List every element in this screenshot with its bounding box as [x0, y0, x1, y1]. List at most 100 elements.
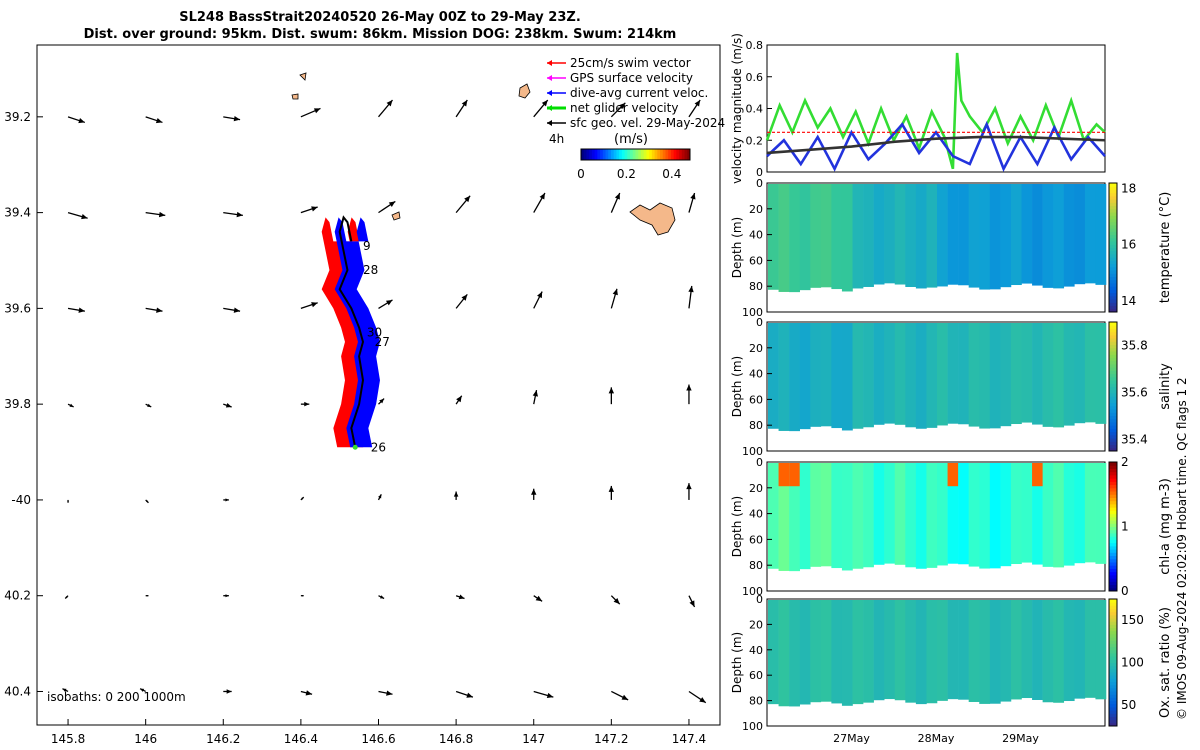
heatmap-cell	[1000, 184, 1012, 288]
colorbar-swatch	[676, 149, 680, 160]
heatmap-y-tick-label: 100	[742, 306, 763, 319]
legend-arrowhead	[547, 75, 552, 81]
heatmap-cell	[905, 323, 917, 428]
heatmap-colorbar-swatch	[1109, 360, 1117, 365]
geo-vector-arrow	[145, 594, 149, 597]
heatmap-colorbar-swatch	[1109, 584, 1117, 589]
geo-vector-arrow	[686, 483, 692, 500]
heatmap-cell	[1053, 323, 1065, 428]
geo-vector-head	[688, 285, 694, 293]
heatmap-cell	[1063, 463, 1075, 566]
heatmap-colorbar-swatch	[1109, 344, 1117, 349]
heatmap-colorbar-swatch	[1109, 270, 1117, 274]
colorbar-swatch	[687, 149, 691, 160]
heatmap-cell	[884, 600, 896, 700]
colorbar-swatch	[619, 149, 623, 160]
geo-vector-head	[302, 594, 304, 597]
geo-vector-head	[456, 395, 462, 403]
geo-vector-head	[619, 102, 626, 109]
geo-vector-arrow	[455, 293, 468, 309]
heatmap-colorbar-swatch	[1109, 462, 1117, 466]
legend-arrowhead	[547, 60, 552, 66]
colorbar-swatch	[681, 149, 686, 160]
heatmap-cell	[841, 600, 853, 706]
heatmap-colorbar-swatch	[1109, 568, 1117, 573]
chla-bloom-patch	[947, 463, 961, 487]
heatmap-cell	[1095, 184, 1107, 285]
heatmap-cell	[968, 184, 980, 288]
heatmap-colorbar-swatch	[1109, 224, 1117, 229]
geo-vector-head	[613, 597, 620, 605]
heatmap-colorbar-swatch	[1109, 687, 1117, 692]
heatmap-colorbar-swatch	[1109, 624, 1117, 629]
geo-vector-head	[608, 387, 615, 394]
map-y-tick-label: 40.4	[4, 684, 31, 698]
heatmap-colorbar-swatch	[1109, 500, 1117, 505]
colorbar-swatch	[660, 149, 664, 160]
heatmap-colorbar-swatch	[1109, 441, 1117, 446]
heatmap-cell	[979, 323, 991, 429]
track-day-label: 9	[363, 239, 371, 253]
heatmap-colorbar-swatch	[1109, 195, 1117, 200]
colorbar-swatch	[646, 149, 650, 160]
geo-vector-head	[311, 206, 318, 212]
colorbar-swatch	[616, 149, 620, 160]
colorbar-swatch	[586, 149, 590, 160]
geo-vector-head	[461, 100, 468, 107]
heatmap-cell	[947, 463, 959, 564]
heatmap-cell	[1084, 323, 1096, 423]
heatmap-y-tick-label: 20	[749, 482, 763, 495]
heatmap-colorbar-swatch	[1109, 231, 1117, 236]
heatmap-colorbar-swatch	[1109, 431, 1117, 436]
heatmap-cell	[947, 323, 959, 424]
heatmap-y-tick-label: 0	[756, 177, 763, 190]
map-y-tick-label: 39.2	[4, 110, 31, 124]
land-masses	[291, 72, 676, 236]
heatmap-cell	[1095, 600, 1107, 700]
heatmap-cell	[789, 184, 800, 293]
heatmap-colorbar-swatch	[1109, 710, 1117, 714]
colorbar-swatch	[670, 149, 675, 160]
heatmap-colorbar-swatch	[1109, 484, 1117, 489]
heatmap-colorbar-swatch	[1109, 684, 1117, 689]
heatmap-colorbar-swatch	[1109, 363, 1117, 368]
geo-vector-arrow	[608, 387, 615, 405]
heatmap-cell	[873, 184, 885, 285]
heatmap-colorbar-swatch	[1109, 234, 1117, 239]
geo-vector-head	[464, 195, 471, 203]
geo-vector-head	[385, 299, 393, 306]
geo-vector-arrow	[688, 192, 696, 213]
geo-vector-arrow	[378, 690, 393, 696]
colorbar-swatch	[591, 149, 596, 160]
geo-vector-head	[225, 403, 232, 408]
map-y-tick-label: 39.6	[4, 301, 31, 315]
geo-vector-arrow	[533, 192, 546, 213]
colorbar-tick-label: 0.2	[617, 167, 636, 181]
colorbar-tick-label: 0.4	[662, 167, 681, 181]
geo-vector-arrow	[688, 285, 694, 309]
heatmap-colorbar-frame	[1108, 321, 1118, 452]
heatmap-colorbar-swatch	[1109, 228, 1117, 232]
heatmap-cell	[937, 323, 948, 426]
heatmap-colorbar-swatch	[1109, 558, 1117, 563]
heatmap-y-tick-label: 60	[749, 533, 763, 546]
heatmap-colorbar-tick-label: 1	[1121, 520, 1129, 534]
heatmap-colorbar-swatch	[1109, 652, 1117, 657]
legend-item-label: dive-avg current veloc.	[570, 86, 708, 100]
heatmap-cell	[831, 184, 843, 290]
heatmap-cell	[841, 184, 853, 292]
legend-arrowhead	[547, 105, 552, 111]
heatmap-colorbar-swatch	[1109, 276, 1117, 281]
velocity-y-tick-label: 0.8	[746, 39, 764, 52]
heatmap-colorbar-swatch	[1109, 614, 1117, 619]
map-x-tick-label: 146.8	[439, 732, 473, 746]
heatmap-colorbar-swatch	[1109, 532, 1117, 537]
isobaths-label: isobaths: 0 200 1000m	[47, 690, 186, 704]
heatmap-colorbar-swatch	[1109, 574, 1117, 579]
heatmap-colorbar-swatch	[1109, 630, 1117, 635]
heatmap-colorbar-swatch	[1109, 536, 1117, 540]
geo-vector-arrow	[610, 102, 626, 118]
heatmap-colorbar-swatch	[1109, 703, 1117, 708]
figure-title-line1: SL248 BassStrait20240520 26-May 00Z to 2…	[179, 10, 581, 25]
